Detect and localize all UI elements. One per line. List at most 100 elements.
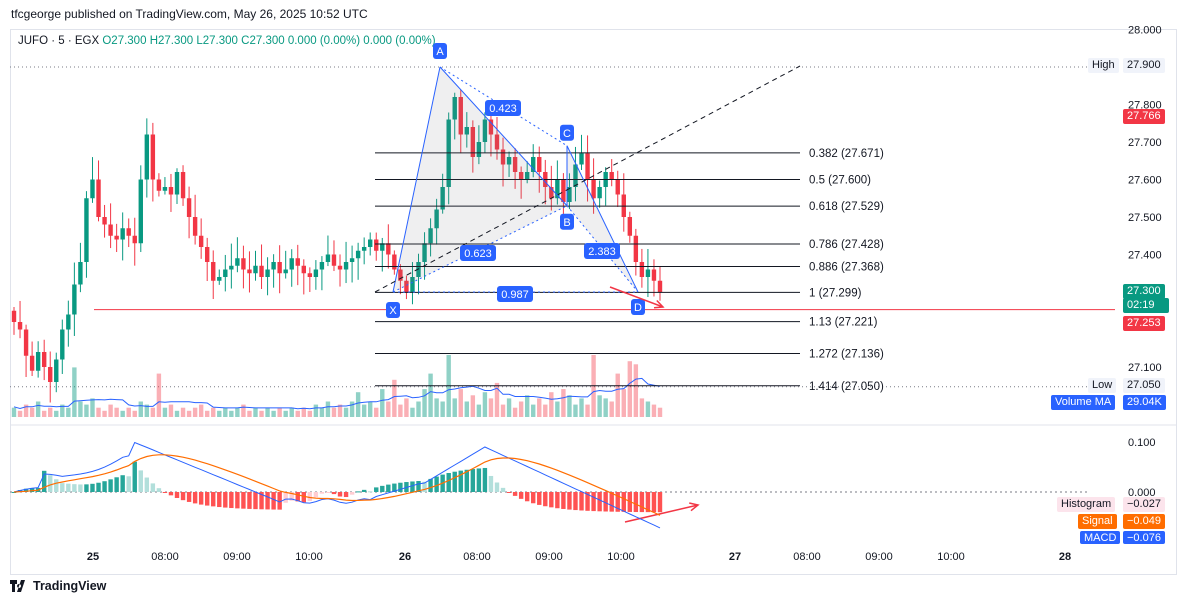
candle-body <box>476 142 482 157</box>
candle-body <box>319 262 325 270</box>
macd-histogram-bar <box>217 492 222 508</box>
candle-body <box>380 243 385 251</box>
macd-histogram-bar <box>144 477 150 492</box>
macd-histogram-bar <box>603 492 608 512</box>
macd-histogram-bar <box>410 481 415 492</box>
candle-body <box>102 217 107 225</box>
macd-histogram-bar <box>524 492 530 502</box>
volume-bar <box>512 407 518 417</box>
volume-bar <box>271 410 276 417</box>
macd-histogram-bar <box>60 483 65 492</box>
volume-bar <box>319 407 325 417</box>
macd-histogram-bar <box>633 492 639 513</box>
candle-body <box>295 258 300 266</box>
pattern-ratio-badge <box>460 245 496 261</box>
volume-bar <box>422 389 427 417</box>
volume-bar <box>120 410 125 417</box>
macd-histogram-bar <box>78 484 83 492</box>
macd-histogram-bar <box>428 478 433 492</box>
candle-body <box>259 265 264 277</box>
volume-bar <box>657 407 663 417</box>
pattern-point-label: D <box>634 302 642 314</box>
macd-histogram-bar <box>555 492 560 509</box>
pattern-point-x-badge <box>386 302 400 318</box>
candle-body <box>434 209 439 229</box>
macd-histogram-bar <box>368 491 373 493</box>
candle-body <box>132 235 137 244</box>
candle-body <box>253 265 258 274</box>
volume-ma-line <box>13 377 661 410</box>
fib-label: 1.272 (27.136) <box>809 349 884 361</box>
macd-histogram-bar <box>54 479 59 492</box>
time-axis-label: 08:00 <box>151 551 179 563</box>
publisher-line: tfcgeorge published on TradingView.com, … <box>11 7 368 21</box>
volume-bar <box>555 401 560 417</box>
candle-body <box>361 247 367 251</box>
candle-body <box>585 153 590 180</box>
candles <box>11 89 663 403</box>
macd-histogram-bar <box>174 492 180 498</box>
macd-histogram-bar <box>349 492 355 495</box>
macd-histogram-bar <box>120 475 125 492</box>
volume-bar <box>313 404 319 417</box>
pattern-ratio-line <box>392 205 568 293</box>
volume-bar <box>537 398 542 417</box>
macd-histogram-bar <box>90 483 95 492</box>
macd-histogram-bar <box>41 470 47 492</box>
volume-bar <box>410 407 415 417</box>
candle-body <box>349 258 355 262</box>
chart-frame <box>10 29 1177 575</box>
pattern-leg <box>392 66 441 293</box>
candle-body <box>120 228 125 240</box>
candle-body <box>633 235 639 262</box>
volume-bar <box>392 379 397 417</box>
symbol-legend[interactable]: JUFO · 5 · EGX O27.300 H27.300 L27.300 C… <box>18 35 436 47</box>
pattern-point-label: B <box>563 217 570 229</box>
volume-bar <box>229 410 234 417</box>
volume-bar <box>114 407 119 417</box>
candle-body <box>579 153 584 165</box>
candle-body <box>627 217 633 236</box>
macd-histogram-bar <box>253 492 258 510</box>
volume-bar <box>627 361 633 417</box>
macd-histogram-bar <box>84 484 89 492</box>
volume-bar <box>494 382 500 417</box>
candle-body <box>66 314 71 330</box>
volume-bar <box>331 407 337 417</box>
macd-histogram-bar <box>295 492 300 502</box>
macd-histogram <box>11 461 663 513</box>
volume-bar <box>543 404 548 417</box>
macd-histogram-bar <box>283 492 288 503</box>
symbol-name[interactable]: JUFO · 5 · EGX <box>18 35 100 47</box>
candle-body <box>645 269 651 277</box>
macd-histogram-bar <box>506 492 512 493</box>
candle-body <box>247 269 252 274</box>
macd-histogram-bar <box>482 467 488 492</box>
signal-label: Signal <box>1078 514 1117 529</box>
price-axis-tick: 27.500 <box>1128 212 1162 224</box>
footer-brand: TradingView <box>33 579 107 593</box>
volume-bar <box>464 401 470 417</box>
volume-bar <box>561 389 566 417</box>
candle-body <box>325 254 331 262</box>
candle-body <box>204 247 210 262</box>
ohlc-high: H27.300 <box>149 35 194 47</box>
time-axis-label: 10:00 <box>607 551 635 563</box>
pattern-ratio-label: 0.623 <box>464 248 492 260</box>
candle-body <box>374 239 379 251</box>
macd-histogram-bar <box>458 470 463 492</box>
fib-label: 0.5 (27.600) <box>809 175 871 187</box>
volume-bar <box>621 389 626 417</box>
volume-bar <box>573 404 578 417</box>
signal-line <box>13 454 661 516</box>
time-axis-label: 08:00 <box>463 551 491 563</box>
macd-histogram-bar <box>434 476 439 492</box>
macd-histogram-bar <box>573 492 578 511</box>
candle-body <box>301 265 306 274</box>
volume-bar <box>23 404 29 417</box>
volume-bar <box>404 398 409 417</box>
candle-body <box>470 127 476 157</box>
macd-histogram-bar <box>585 492 590 511</box>
volume-bar <box>17 410 23 417</box>
